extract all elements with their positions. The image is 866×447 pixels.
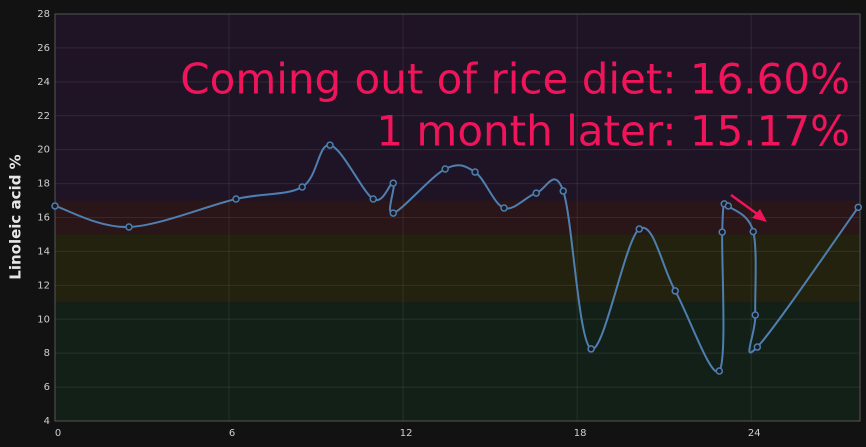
y-tick-label: 20 (37, 145, 50, 156)
point (369, 195, 377, 203)
y-tick-label: 6 (44, 382, 50, 393)
y-tick-label: 4 (44, 416, 50, 427)
point (298, 183, 306, 191)
point (441, 165, 449, 173)
y-tick-label: 8 (44, 348, 50, 359)
point (559, 187, 567, 195)
point (389, 209, 397, 217)
band (55, 234, 860, 303)
y-tick-label: 10 (37, 314, 50, 325)
point (635, 225, 643, 233)
point (326, 141, 334, 149)
point (671, 287, 679, 295)
x-tick-label: 6 (229, 428, 235, 439)
band (55, 14, 860, 201)
point (51, 202, 59, 210)
point (471, 168, 479, 176)
y-tick-label: 28 (37, 9, 50, 20)
point (125, 223, 133, 231)
point (232, 195, 240, 203)
point (751, 311, 760, 319)
y-tick-label: 18 (37, 179, 50, 190)
point (724, 202, 733, 210)
point (500, 204, 508, 212)
y-tick-label: 16 (37, 213, 50, 224)
point (532, 189, 541, 197)
point (749, 227, 757, 236)
point (587, 345, 595, 353)
plot-frame (54, 13, 861, 422)
point (389, 179, 397, 187)
point (718, 228, 726, 236)
x-tick-label: 18 (574, 428, 587, 439)
y-tick-label: 22 (37, 111, 50, 122)
point (854, 203, 863, 212)
x-tick-label: 24 (748, 428, 761, 439)
x-tick-label: 12 (400, 428, 413, 439)
point (753, 343, 762, 351)
y-tick-label: 26 (37, 43, 50, 54)
point (715, 367, 724, 375)
arrow (730, 193, 767, 222)
y-tick-label: 14 (37, 246, 50, 257)
y-tick-label: 12 (37, 280, 50, 291)
y-axis-label: Linoleic acid % (7, 154, 25, 279)
annotation: 1 month later: 15.17% (376, 107, 850, 156)
x-tick-label: 0 (55, 428, 61, 439)
band (55, 302, 860, 421)
annotation: Coming out of rice diet: 16.60% (180, 55, 850, 104)
y-tick-label: 24 (37, 77, 50, 88)
